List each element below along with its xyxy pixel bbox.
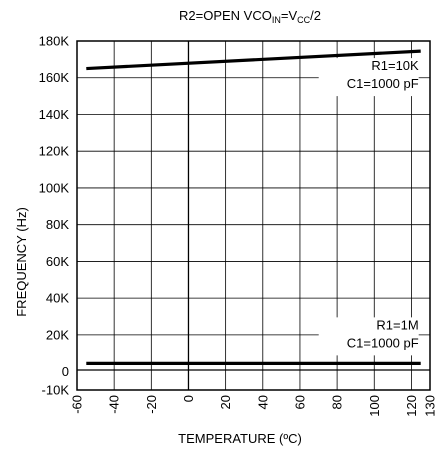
y-axis-label: FREQUENCY (Hz) bbox=[14, 207, 29, 317]
series-annotations: R1=10K C1=1000 pF R1=1M C1=1000 pF bbox=[318, 58, 419, 356]
annotation-background bbox=[318, 317, 419, 356]
y-tick-label: 180K bbox=[39, 34, 70, 49]
series-annotation: C1=1000 pF bbox=[347, 335, 419, 350]
series-annotation: R1=10K bbox=[371, 58, 419, 73]
y-tick-label: -10K bbox=[42, 383, 70, 398]
x-axis-label: TEMPERATURE (ºC) bbox=[178, 431, 302, 446]
x-tick-labels: -60 -40 -20 0 20 40 60 80 100 120 130 bbox=[70, 395, 437, 417]
title-part: R2=OPEN VCO bbox=[179, 8, 272, 23]
y-tick-label: 100K bbox=[39, 180, 70, 195]
y-tick-labels: -10K 0 20K 40K 60K 80K 100K 120K 140K 160K 180K bbox=[39, 34, 70, 398]
x-tick-label: 60 bbox=[292, 395, 307, 409]
x-tick-label: -40 bbox=[107, 395, 122, 414]
y-tick-label: 20K bbox=[46, 327, 69, 342]
y-tick-label: 120K bbox=[39, 144, 70, 159]
series-annotation: R1=1M bbox=[376, 317, 418, 332]
plot-area-frame bbox=[76, 40, 431, 391]
x-tick-label: 130 bbox=[423, 395, 437, 417]
chart-title: R2=OPEN VCOIN=VCC/2 bbox=[179, 8, 321, 25]
title-part: /2 bbox=[310, 8, 321, 23]
y-tick-label: 60K bbox=[46, 254, 69, 269]
x-tick-label: 40 bbox=[255, 395, 270, 409]
title-part: CC bbox=[297, 15, 310, 25]
y-tick-label: 160K bbox=[39, 70, 70, 85]
title-part: IN bbox=[272, 15, 281, 25]
x-tick-label: 0 bbox=[181, 395, 196, 402]
x-tick-label: 20 bbox=[218, 395, 233, 409]
x-tick-label: 100 bbox=[367, 395, 382, 417]
series-line bbox=[86, 49, 421, 71]
grid-lines bbox=[77, 41, 430, 390]
title-part: =V bbox=[281, 8, 298, 23]
series-annotation: C1=1000 pF bbox=[347, 76, 419, 91]
x-tick-label: 120 bbox=[404, 395, 419, 417]
series-lines bbox=[86, 49, 421, 365]
y-tick-label: 140K bbox=[39, 107, 70, 122]
y-tick-label: 0 bbox=[62, 364, 69, 379]
y-tick-label: 40K bbox=[46, 291, 69, 306]
x-tick-label: -60 bbox=[70, 395, 85, 414]
annotation-background bbox=[318, 58, 419, 97]
x-tick-label: 80 bbox=[330, 395, 345, 409]
y-tick-label: 80K bbox=[46, 217, 69, 232]
x-tick-label: -20 bbox=[144, 395, 159, 414]
